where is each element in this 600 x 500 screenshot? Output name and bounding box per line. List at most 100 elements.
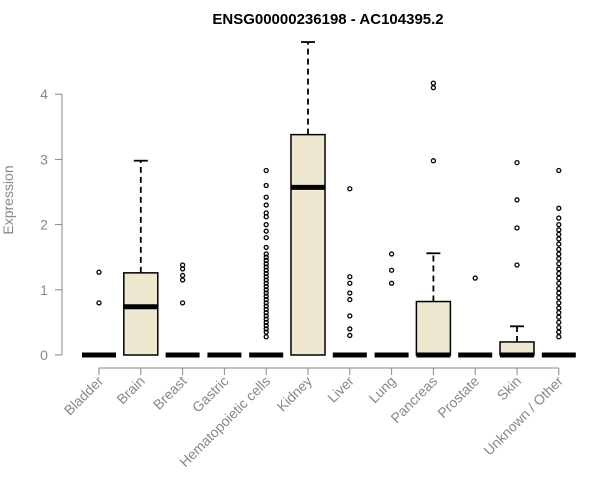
outlier-point [263, 334, 269, 340]
outlier-point [347, 274, 353, 280]
box-breast [165, 262, 200, 358]
outlier-point [263, 270, 269, 277]
x-category-label: Unknown / Other [480, 373, 566, 459]
outlier-point [556, 280, 562, 286]
outlier-point [263, 287, 269, 293]
outlier-point [263, 167, 269, 174]
y-axis-label: Expression [0, 165, 16, 234]
y-tick-label: 4 [40, 86, 48, 102]
outlier-point [388, 267, 395, 273]
outlier-point [263, 264, 269, 270]
outlier-point [556, 305, 562, 311]
outlier-point [263, 280, 269, 286]
outlier-point [556, 270, 562, 277]
y-tick-label: 1 [40, 282, 48, 298]
outlier-point [556, 319, 562, 326]
outlier-point [347, 326, 353, 332]
box-unknown-other [541, 167, 576, 358]
y-tick-label: 0 [40, 347, 48, 363]
outlier-point [263, 234, 269, 241]
outlier-point [263, 277, 269, 283]
outlier-point [263, 313, 269, 319]
x-category-label: Breast [150, 373, 190, 413]
outlier-point [347, 332, 353, 339]
outlier-point [263, 274, 269, 280]
outlier-point [263, 326, 269, 332]
outlier-point [556, 285, 562, 292]
x-category-label: Lung [365, 373, 398, 406]
outlier-point [263, 210, 269, 216]
outlier-point [263, 306, 269, 313]
outlier-point [263, 254, 269, 260]
outlier-point [556, 314, 562, 320]
outlier-point [430, 158, 437, 164]
outlier-point [556, 241, 562, 247]
outlier-point [263, 261, 269, 267]
outlier-point [263, 228, 269, 234]
outlier-point [556, 334, 562, 340]
outlier-point [179, 272, 186, 279]
box-liver [332, 186, 367, 358]
outlier-point [263, 257, 269, 264]
outlier-point [263, 316, 269, 322]
outlier-point [347, 296, 353, 303]
boxplot-series [82, 41, 576, 358]
outlier-point [556, 251, 562, 257]
outlier-point [388, 280, 395, 286]
outlier-point [263, 290, 269, 296]
box-pancreas [415, 80, 452, 358]
outlier-point [556, 255, 562, 262]
x-category-label: Brain [113, 373, 147, 407]
outlier-point [556, 275, 562, 281]
outlier-point [556, 205, 562, 211]
outlier-point [263, 293, 269, 299]
box-lung [374, 251, 409, 358]
outlier-point [263, 244, 269, 251]
outlier-point [347, 280, 353, 286]
x-category-label: Bladder [61, 373, 107, 419]
outlier-point [556, 324, 562, 331]
outlier-point [347, 186, 353, 192]
outlier-point [556, 236, 562, 242]
outlier-point [388, 251, 395, 257]
box-body [415, 300, 452, 356]
outlier-point [556, 309, 562, 316]
box-body [123, 272, 159, 356]
outlier-point [263, 329, 269, 335]
outlier-point [514, 160, 520, 166]
outlier-point [556, 290, 562, 296]
outlier-point [556, 231, 562, 238]
outlier-point [514, 262, 520, 268]
outlier-point [263, 323, 269, 329]
outlier-point [556, 329, 562, 335]
outlier-point [263, 319, 269, 326]
outlier-point [556, 227, 562, 233]
y-tick-label: 2 [40, 217, 48, 233]
outlier-point [556, 246, 562, 253]
outlier-point [556, 300, 562, 306]
outlier-point [179, 300, 186, 306]
outlier-point [514, 197, 520, 203]
outlier-point [263, 194, 269, 200]
outlier-point [347, 313, 353, 319]
y-tick-label: 3 [40, 151, 48, 167]
outlier-point [263, 309, 269, 316]
outlier-point [514, 225, 520, 231]
outlier-point [472, 275, 478, 281]
box-kidney [290, 41, 326, 356]
outlier-point [556, 215, 562, 221]
outlier-point [263, 251, 269, 257]
y-axis: 0 1 2 3 4 [40, 86, 63, 363]
outlier-point [556, 221, 562, 228]
outlier-point [179, 262, 186, 268]
outlier-point [263, 300, 269, 306]
outlier-point [430, 80, 437, 86]
outlier-point [263, 202, 269, 208]
outlier-point [263, 283, 269, 290]
outlier-point [556, 261, 562, 267]
chart-title: ENSG00000236198 - AC104395.2 [212, 11, 443, 28]
outlier-point [263, 303, 269, 309]
outlier-point [430, 85, 437, 91]
outlier-point [347, 290, 353, 296]
